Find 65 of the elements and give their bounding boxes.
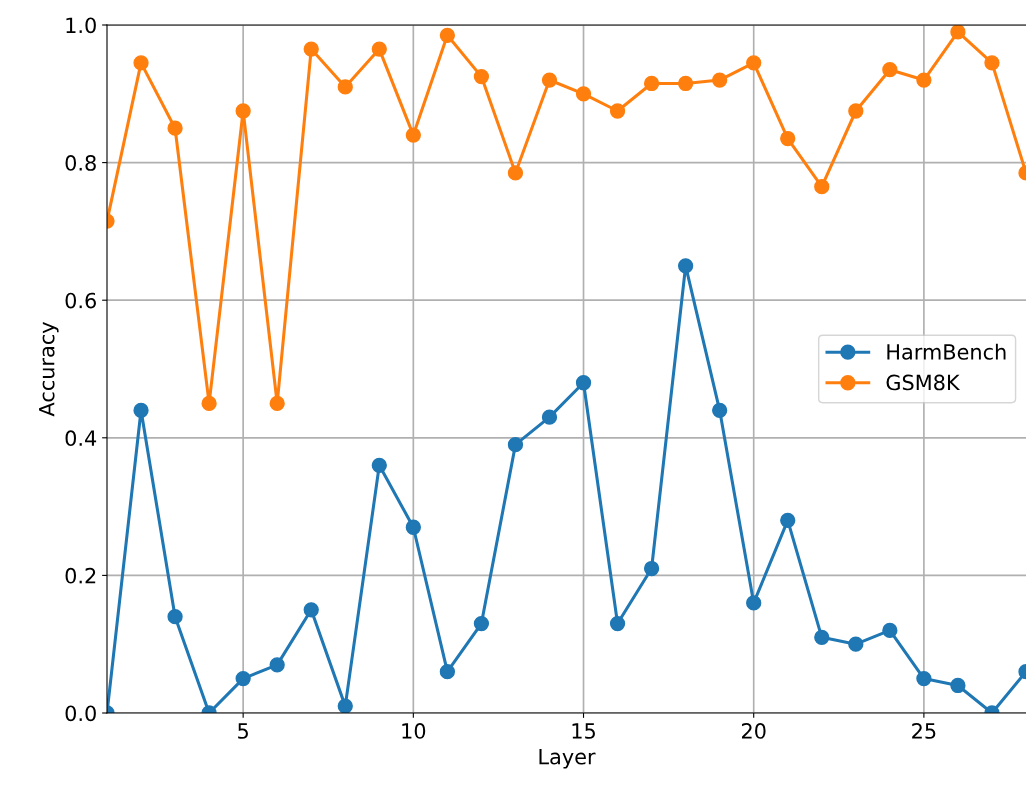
y-tick-label: 0.6	[65, 292, 96, 309]
point	[133, 402, 149, 418]
y-axis-title: Accuracy	[39, 322, 59, 417]
point	[303, 41, 319, 57]
point	[541, 409, 558, 425]
point	[746, 55, 762, 71]
point	[337, 79, 353, 95]
x-tick-label: 20	[741, 723, 766, 739]
y-tick-label: 0.2	[65, 567, 96, 584]
point	[950, 677, 966, 694]
point	[269, 395, 285, 412]
point	[950, 25, 966, 40]
point	[848, 103, 864, 119]
point	[814, 179, 830, 195]
point	[507, 437, 524, 453]
point	[677, 258, 694, 274]
point	[984, 55, 1000, 71]
x-axis-title: Layer	[539, 749, 596, 769]
point	[609, 103, 626, 119]
point	[541, 72, 558, 88]
point	[507, 165, 524, 181]
y-tick-label: 0.0	[65, 705, 96, 722]
point	[882, 622, 898, 639]
point	[916, 670, 932, 687]
point	[882, 62, 898, 78]
y-tick-label: 0.4	[65, 430, 97, 447]
x-tick-label: 15	[572, 723, 595, 739]
point	[133, 55, 149, 71]
point	[712, 72, 728, 88]
point	[371, 457, 387, 473]
point	[643, 75, 660, 92]
point	[303, 602, 319, 618]
point	[575, 86, 592, 102]
point	[575, 375, 592, 391]
point	[848, 636, 864, 652]
y-tick-label: 1.0	[66, 17, 96, 34]
point	[235, 103, 251, 119]
point	[780, 130, 796, 147]
x-tick-label: 5	[238, 723, 248, 739]
point	[643, 560, 660, 577]
point	[473, 68, 490, 85]
point	[439, 27, 456, 43]
point	[473, 615, 490, 632]
y-tick-label: 0.8	[65, 155, 96, 171]
point	[167, 120, 183, 136]
point	[712, 402, 728, 418]
point	[814, 629, 830, 645]
point	[235, 670, 251, 687]
point	[780, 512, 796, 528]
point	[746, 595, 762, 611]
point	[916, 72, 932, 88]
point	[609, 615, 626, 632]
point	[201, 395, 217, 412]
x-tick-label: 10	[402, 723, 426, 739]
point	[677, 75, 694, 92]
point	[167, 609, 183, 625]
legend-label: HarmBench	[887, 343, 1006, 360]
legend-label: GSM8K	[886, 374, 961, 391]
point	[439, 664, 456, 680]
point	[405, 519, 421, 535]
x-tick-label: 25	[912, 723, 936, 739]
point	[337, 698, 353, 713]
point	[371, 41, 387, 57]
point	[405, 127, 421, 143]
point	[269, 657, 285, 673]
